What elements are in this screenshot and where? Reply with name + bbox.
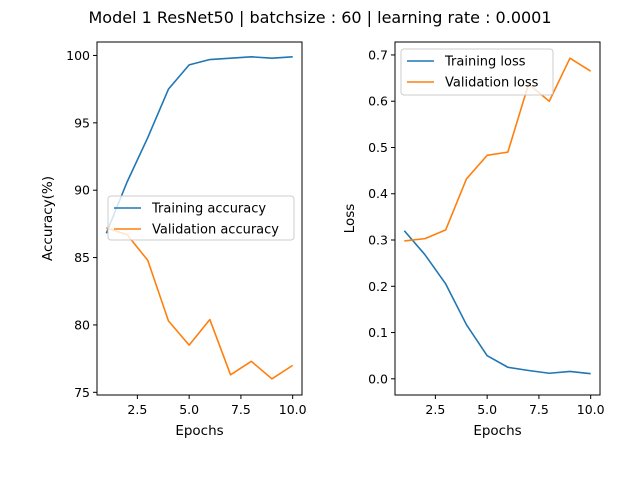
accuracy-legend-label-0: Training accuracy — [151, 202, 266, 217]
accuracy-y-tick-label: 90 — [74, 183, 90, 198]
loss-x-axis-label: Epochs — [473, 423, 521, 439]
accuracy-y-tick-label: 95 — [74, 115, 90, 130]
loss-x-tick-label: 2.5 — [425, 402, 445, 417]
accuracy-series-line-1 — [106, 227, 294, 380]
loss-subplot: 2.5 5.0 7.5 10.0 0.0 0.1 0.2 0.3 0.4 0.5 0.6 0.7 Epo… — [342, 41, 605, 439]
accuracy-subplot: 2.5 5.0 7.5 10.0 75 80 85 90 95 100 Epochs Accuracy… — [40, 41, 307, 439]
accuracy-x-tick-label: 7.5 — [231, 402, 251, 417]
loss-legend-box — [400, 48, 554, 96]
loss-y-tick-label: 0.7 — [368, 47, 388, 62]
loss-series-line-0 — [403, 230, 591, 375]
loss-y-tick-label: 0.4 — [368, 186, 388, 201]
accuracy-legend: Training accuracy Validation accuracy — [107, 195, 295, 241]
loss-y-tick-label: 0.0 — [368, 371, 388, 386]
accuracy-legend-label-1: Validation accuracy — [152, 223, 279, 238]
loss-x-tick-label: 5.0 — [477, 402, 497, 417]
figure-title: Model 1 ResNet50 | batchsize : 60 | lear… — [88, 8, 552, 27]
loss-y-tick-label: 0.1 — [368, 325, 388, 340]
loss-axes-frame — [394, 41, 601, 396]
accuracy-axes-frame — [96, 41, 303, 396]
loss-legend-label-1: Validation loss — [445, 76, 539, 91]
loss-legend: Training loss Validation loss — [400, 48, 554, 96]
accuracy-x-tick-label: 5.0 — [179, 402, 199, 417]
loss-legend-label-0: Training loss — [444, 55, 526, 70]
accuracy-x-axis-label: Epochs — [175, 423, 223, 439]
loss-y-tick-label: 0.5 — [368, 140, 388, 155]
accuracy-y-tick-label: 80 — [74, 317, 90, 332]
loss-y-tick-label: 0.3 — [368, 233, 388, 248]
loss-y-tick-label: 0.2 — [368, 279, 388, 294]
accuracy-legend-box — [107, 195, 295, 241]
loss-y-axis-label: Loss — [342, 204, 358, 234]
accuracy-x-tick-label: 10.0 — [279, 402, 307, 417]
accuracy-series-line-0 — [105, 56, 293, 234]
loss-x-tick-label: 10.0 — [577, 402, 605, 417]
accuracy-y-tick-label: 75 — [74, 385, 90, 400]
accuracy-x-tick-label: 2.5 — [127, 402, 147, 417]
accuracy-y-tick-label: 100 — [66, 48, 90, 63]
loss-series-line-1 — [404, 57, 592, 242]
loss-y-tick-label: 0.6 — [368, 94, 388, 109]
loss-x-tick-label: 7.5 — [529, 402, 549, 417]
accuracy-y-axis-label: Accuracy(%) — [40, 176, 56, 261]
accuracy-y-tick-label: 85 — [74, 250, 90, 265]
